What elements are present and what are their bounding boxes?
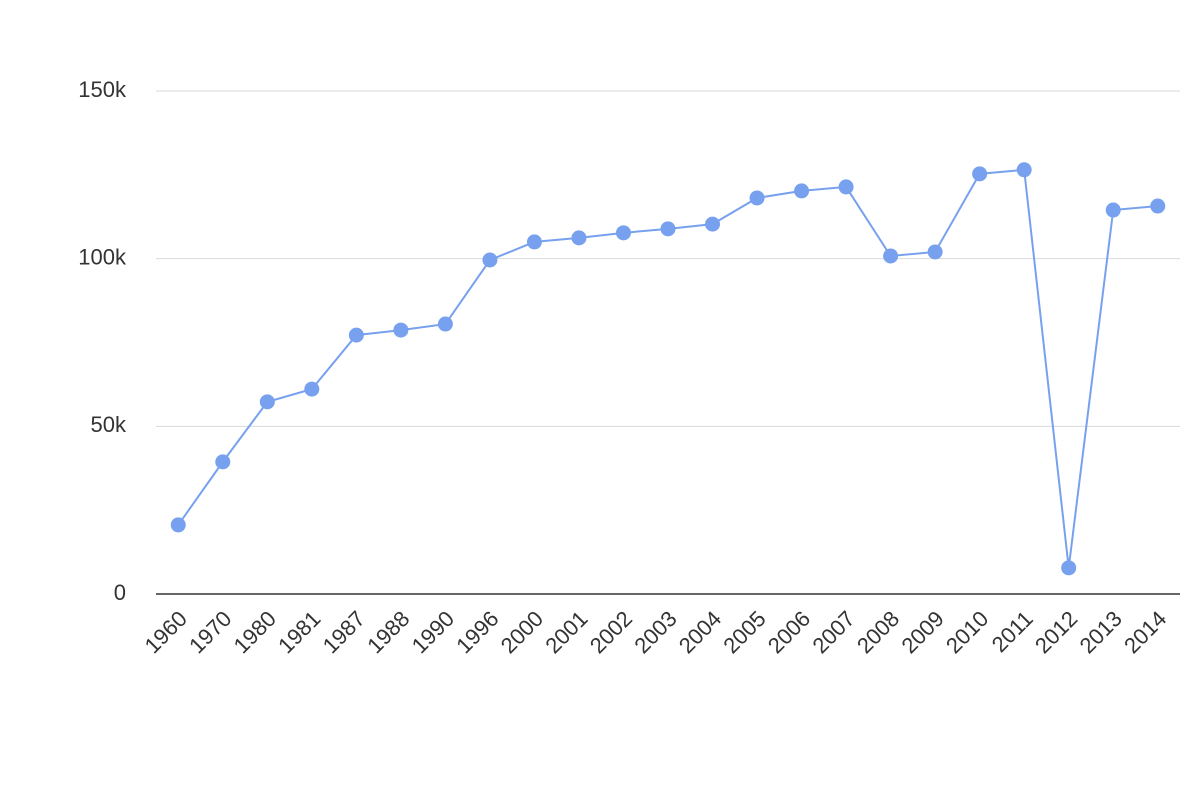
point	[259, 394, 275, 410]
x-tick-label: 2000	[496, 606, 548, 658]
x-tick-label: 1980	[229, 606, 281, 658]
x-tick-label: 2009	[896, 606, 948, 658]
x-tick-label: 1970	[184, 606, 236, 658]
x-tick-label: 2008	[852, 606, 904, 658]
point	[1016, 162, 1032, 178]
x-tick-label: 2013	[1075, 606, 1127, 658]
x-tick-label: 2005	[718, 606, 770, 658]
x-tick-label: 2007	[807, 606, 859, 658]
point	[1105, 202, 1121, 218]
point	[615, 225, 631, 241]
point	[571, 230, 587, 246]
y-tick-label: 100k	[78, 244, 127, 269]
x-tick-label: 2010	[941, 606, 993, 658]
point	[1061, 560, 1077, 576]
x-tick-label: 1990	[407, 606, 459, 658]
x-tick-label: 2004	[674, 606, 726, 658]
point	[526, 234, 542, 250]
point	[482, 252, 498, 268]
point	[749, 190, 765, 206]
point	[170, 517, 186, 533]
x-tick-label: 2006	[763, 606, 815, 658]
x-tick-label: 2001	[540, 606, 592, 658]
y-tick-label: 150k	[78, 77, 127, 102]
point	[838, 179, 854, 195]
y-tick-label: 0	[114, 580, 126, 605]
x-tick-label: 1987	[318, 606, 370, 658]
x-tick-label: 2003	[629, 606, 681, 658]
x-tick-label: 1996	[451, 606, 503, 658]
point	[437, 316, 453, 332]
point	[393, 322, 409, 338]
point	[660, 221, 676, 237]
y-tick-label: 50k	[91, 412, 127, 437]
point	[348, 327, 364, 343]
point	[794, 183, 810, 199]
x-tick-label: 1960	[140, 606, 192, 658]
point	[972, 166, 988, 182]
point	[927, 244, 943, 260]
x-tick-label: 1981	[273, 606, 325, 658]
x-tick-label: 2012	[1030, 606, 1082, 658]
point	[705, 216, 721, 232]
point	[304, 381, 320, 397]
x-tick-label: 1988	[362, 606, 414, 658]
x-tick-label: 2011	[987, 606, 1038, 657]
x-tick-label: 2002	[585, 606, 637, 658]
point	[1150, 198, 1166, 214]
point	[215, 454, 231, 470]
point	[883, 248, 899, 264]
x-tick-label: 2014	[1119, 606, 1171, 658]
